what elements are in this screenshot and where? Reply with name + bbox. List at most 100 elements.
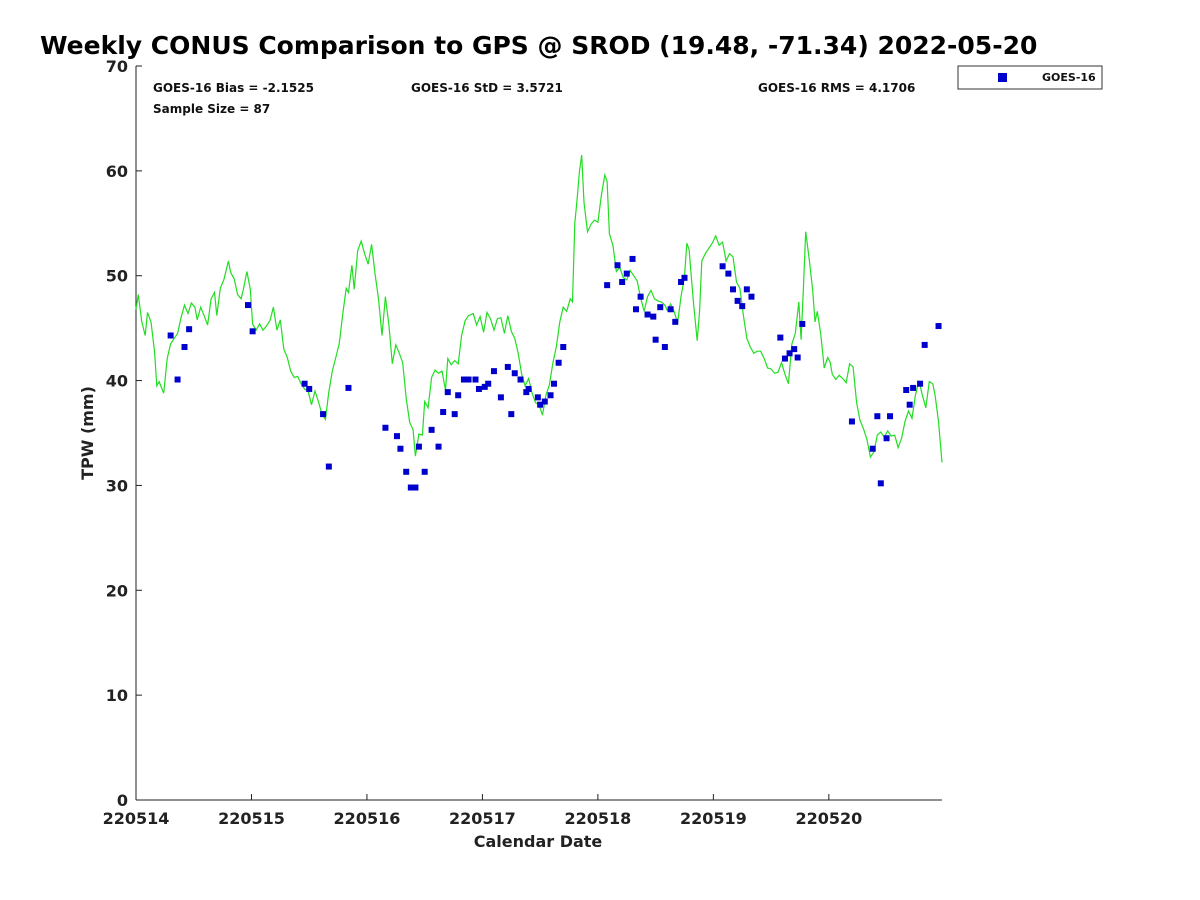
- goes-16-point: [517, 376, 524, 383]
- goes-16-point: [497, 394, 504, 401]
- goes-16-point: [382, 424, 389, 431]
- goes-16-point: [781, 355, 788, 362]
- y-axis-ticks: 0 10 20 30 40 50 60 70: [106, 57, 142, 810]
- y-tick-label: 0: [117, 791, 128, 810]
- y-tick-label: 10: [106, 686, 128, 705]
- y-tick-label: 40: [106, 372, 128, 391]
- gps-line: [135, 155, 943, 463]
- goes-16-point: [678, 279, 685, 286]
- goes-16-point: [917, 380, 924, 387]
- goes-16-point: [661, 344, 668, 351]
- y-tick-label: 70: [106, 57, 128, 76]
- goes-16-point: [791, 346, 798, 353]
- goes-16-point: [794, 354, 801, 361]
- goes-16-point: [555, 359, 562, 366]
- goes-16-point: [547, 392, 554, 399]
- legend-label-goes-16: GOES-16: [1042, 71, 1096, 84]
- goes-16-point: [455, 392, 462, 399]
- goes-16-point: [681, 274, 688, 281]
- x-tick-label: 220520: [795, 809, 862, 828]
- goes-16-point: [541, 398, 548, 405]
- goes-16-point: [652, 336, 659, 343]
- y-tick-label: 50: [106, 267, 128, 286]
- goes-16-point: [799, 320, 806, 327]
- y-tick-label: 30: [106, 476, 128, 495]
- goes-16-point: [551, 380, 558, 387]
- goes-16-point: [472, 376, 479, 383]
- goes-16-point: [403, 468, 410, 475]
- goes-16-point: [397, 445, 404, 452]
- goes-16-point: [174, 376, 181, 383]
- goes-16-point: [619, 279, 626, 286]
- goes-16-point: [167, 332, 174, 339]
- goes-16-point: [614, 262, 621, 269]
- x-tick-label: 220519: [680, 809, 747, 828]
- goes-16-point: [249, 328, 256, 335]
- x-tick-label: 220517: [449, 809, 516, 828]
- goes-16-point: [935, 323, 942, 330]
- goes-16-point: [848, 418, 855, 425]
- goes-16-point: [186, 326, 193, 333]
- stat-std: GOES-16 StD = 3.5721: [411, 81, 563, 95]
- goes-16-point: [490, 368, 497, 375]
- goes-16-point: [734, 297, 741, 304]
- goes-16-point: [650, 313, 657, 320]
- goes-16-point: [623, 270, 630, 277]
- goes-16-point: [421, 468, 428, 475]
- plot-area: [135, 66, 942, 801]
- goes-16-point: [460, 376, 467, 383]
- goes-16-point: [412, 484, 419, 491]
- goes-16-point: [465, 376, 472, 383]
- goes-16-point: [921, 341, 928, 348]
- goes-16-point: [301, 380, 308, 387]
- goes-16-point: [874, 413, 881, 420]
- goes-16-point: [739, 303, 746, 310]
- goes-16-point: [786, 350, 793, 357]
- goes-16-point: [629, 255, 636, 262]
- goes-16-point: [306, 385, 313, 392]
- x-axis-label: Calendar Date: [474, 832, 603, 851]
- y-tick-label: 20: [106, 581, 128, 600]
- goes-16-point: [325, 463, 332, 470]
- goes-16-point: [485, 380, 492, 387]
- goes-16-point: [748, 293, 755, 300]
- series-gps: [135, 155, 943, 463]
- goes-16-point: [475, 385, 482, 392]
- goes-16-point: [393, 433, 400, 440]
- legend-box: [957, 65, 1103, 90]
- goes-16-point: [883, 435, 890, 442]
- legend: GOES-16: [957, 65, 1103, 90]
- goes-16-point: [777, 334, 784, 341]
- goes-16-point: [719, 263, 726, 270]
- goes-16-point: [525, 385, 532, 392]
- goes-16-point: [451, 411, 458, 418]
- goes-16-point: [440, 409, 447, 416]
- goes-16-point: [560, 344, 567, 351]
- goes-16-point: [657, 304, 664, 311]
- goes-16-point: [428, 426, 435, 433]
- goes-16-point: [435, 443, 442, 450]
- goes-16-point: [345, 384, 352, 391]
- goes-16-point: [877, 480, 884, 487]
- goes-16-point: [667, 306, 674, 313]
- goes-16-point: [415, 443, 422, 450]
- goes-16-point: [743, 286, 750, 293]
- goes-16-point: [511, 370, 518, 377]
- y-tick-label: 60: [106, 162, 128, 181]
- goes-16-point: [644, 311, 651, 318]
- stat-sample-size: Sample Size = 87: [153, 102, 270, 116]
- x-axis-ticks: 220514 220515 220516 220517 220518 220519 2205…: [103, 794, 862, 828]
- goes-16-point: [181, 344, 188, 351]
- goes-16-point: [504, 363, 511, 370]
- goes-16-point: [523, 389, 530, 396]
- goes-16-point: [869, 445, 876, 452]
- x-tick-label: 220518: [564, 809, 631, 828]
- series-goes-16: [167, 255, 942, 491]
- goes-16-point: [407, 484, 414, 491]
- x-tick-label: 220514: [103, 809, 170, 828]
- goes-16-point: [906, 401, 913, 408]
- stat-rms: GOES-16 RMS = 4.1706: [758, 81, 915, 95]
- chart-title: Weekly CONUS Comparison to GPS @ SROD (1…: [40, 31, 1037, 60]
- goes-16-point: [604, 282, 611, 289]
